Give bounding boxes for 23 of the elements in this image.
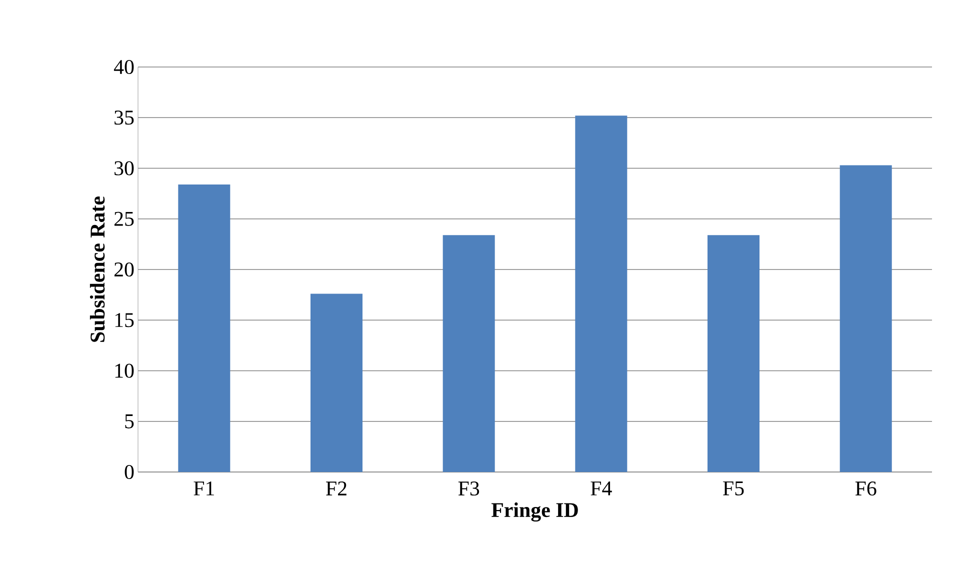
x-tick-label: F1 [194, 481, 214, 496]
bar [840, 165, 892, 472]
x-tick-label: F3 [458, 481, 480, 496]
x-tick-label: F6 [855, 481, 876, 496]
y-tick-label: 35 [114, 110, 134, 125]
y-tick-label: 15 [115, 313, 134, 328]
y-tick-label: 20 [114, 262, 134, 277]
bar [310, 294, 363, 472]
bar [178, 184, 230, 472]
y-tick-label: 10 [115, 364, 134, 378]
x-tick-label: F2 [326, 481, 346, 496]
y-tick-label: 40 [114, 60, 134, 74]
x-axis-title: Fringe ID [491, 502, 578, 522]
x-tick-label: F4 [590, 482, 612, 496]
bar [708, 235, 760, 472]
y-tick-label: 30 [114, 161, 134, 176]
y-axis-title: Subsidence Rate [90, 196, 105, 342]
x-tick-label: F5 [723, 481, 744, 496]
bar [442, 235, 495, 472]
y-tick-label: 5 [125, 414, 134, 428]
y-tick-label: 0 [124, 464, 134, 480]
y-tick-label: 25 [114, 212, 134, 226]
bar [575, 116, 628, 472]
